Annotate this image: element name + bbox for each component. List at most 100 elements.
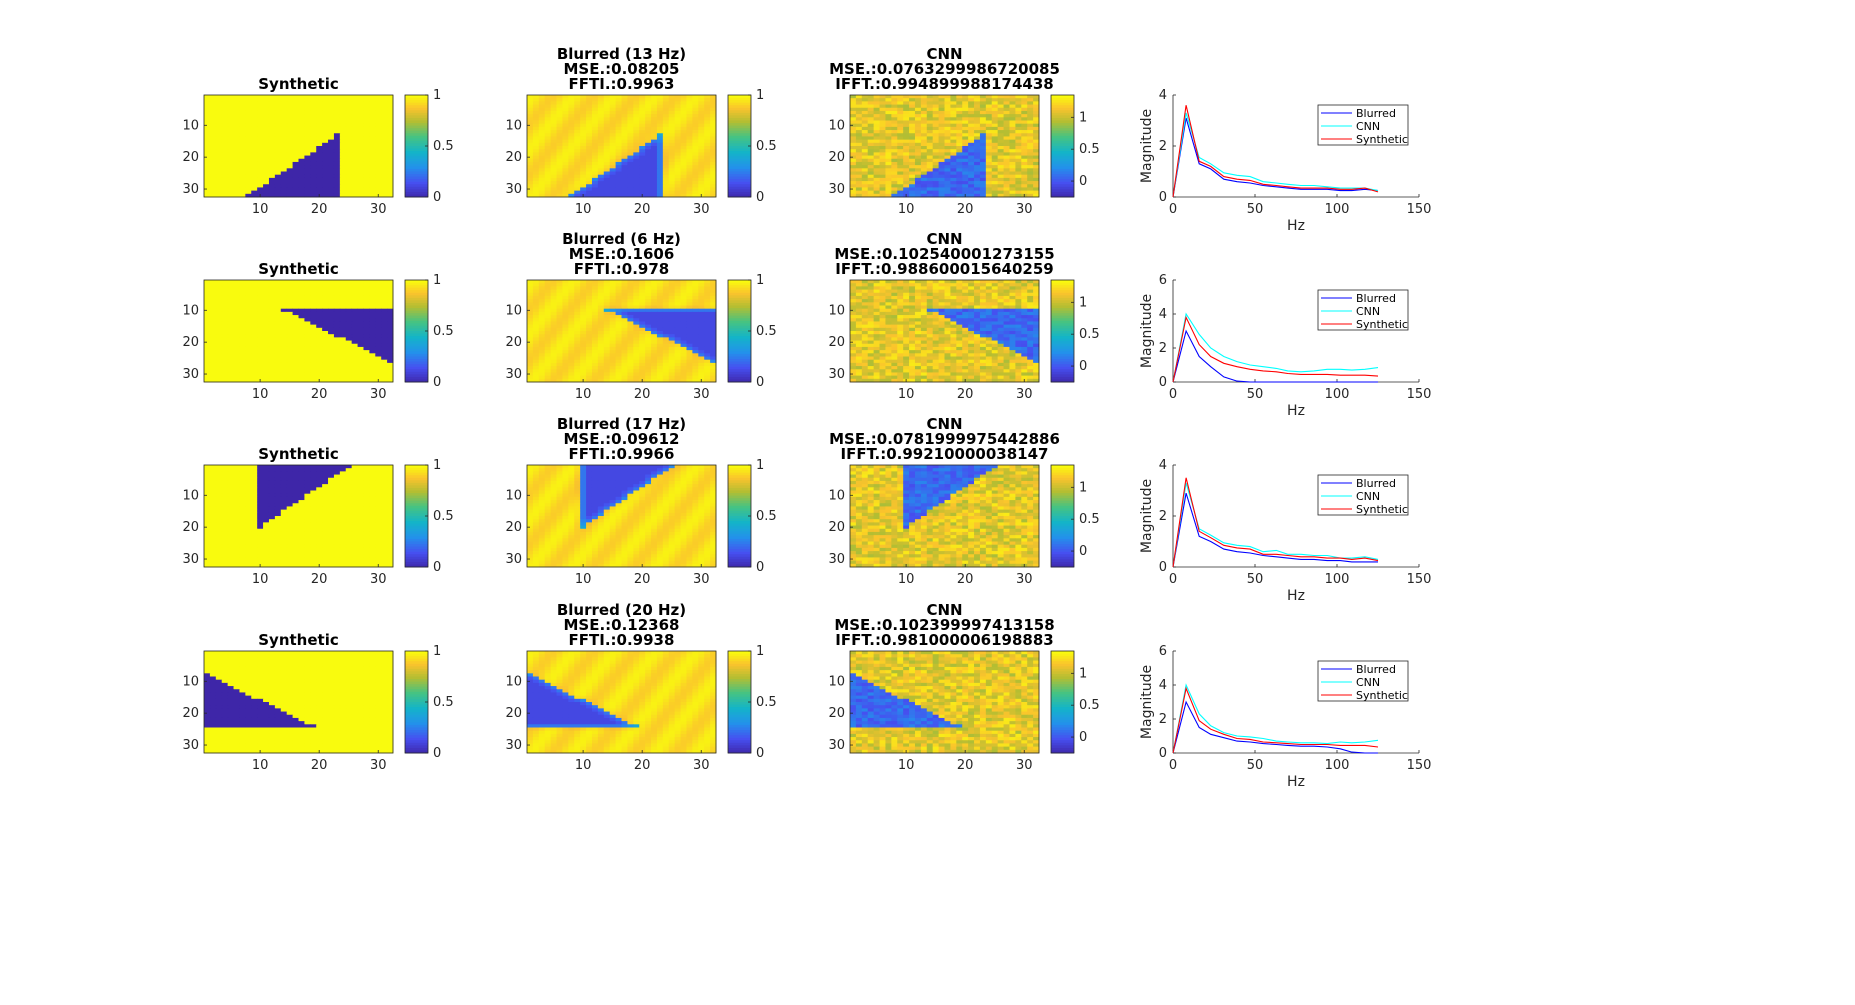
heatmap-cell [527,111,533,115]
heatmap-cell [592,136,598,140]
x-tick-label: 10 [575,202,592,217]
heatmap-cell [375,143,381,147]
heatmap-cell [263,341,269,345]
heatmap-cell [669,280,675,284]
heatmap-cell [622,156,628,160]
heatmap-cell [627,309,633,313]
heatmap-cell [657,299,663,303]
heatmap-cell [210,353,216,357]
heatmap-cell [645,175,651,179]
heatmap-cell [251,146,257,150]
heatmap-cell [610,108,616,112]
heatmap-cell [527,146,533,150]
heatmap-cell [891,140,897,144]
heatmap-cell [568,337,574,341]
heatmap-cell [269,357,275,361]
heatmap-cell [686,124,692,128]
heatmap-cell [710,178,716,182]
heatmap-cell [263,95,269,99]
heatmap-cell [681,117,687,121]
heatmap-cell [1009,172,1015,176]
heatmap-cell [968,146,974,150]
heatmap-cell [1015,156,1021,160]
heatmap-cell [657,290,663,294]
heatmap-cell [598,191,604,195]
heatmap-cell [868,162,874,166]
heatmap-cell [257,315,263,319]
heatmap-cell [627,318,633,322]
heatmap-cell [874,136,880,140]
heatmap-cell [234,315,240,319]
heatmap-cell [263,350,269,354]
heatmap-cell [580,331,586,335]
heatmap-cell [527,152,533,156]
panel-title-line: Synthetic [258,260,339,278]
heatmap-cell [616,111,622,115]
heatmap-cell [622,178,628,182]
heatmap-cell [897,159,903,163]
heatmap-cell [651,98,657,102]
heatmap-cell [381,318,387,322]
heatmap-cell [927,191,933,195]
heatmap-cell [604,105,610,109]
heatmap-cell [281,184,287,188]
heatmap-cell [533,337,539,341]
heatmap-cell [651,124,657,128]
heatmap-cell [299,172,305,176]
heatmap-cell [704,101,710,105]
heatmap-cell [204,312,210,316]
heatmap-cell [639,136,645,140]
heatmap-cell [363,143,369,147]
heatmap-cell [992,130,998,134]
heatmap-cell [962,162,968,166]
heatmap-cell [328,328,334,332]
heatmap-cell [862,136,868,140]
heatmap-cell [616,290,622,294]
heatmap-cell [645,152,651,156]
heatmap-cell [681,136,687,140]
heatmap-cell [363,283,369,287]
heatmap-cell [239,296,245,300]
heatmap-cell [998,108,1004,112]
heatmap-cell [387,105,393,109]
heatmap-cell [216,149,222,153]
heatmap-cell [897,156,903,160]
heatmap-cell [651,299,657,303]
heatmap-cell [891,108,897,112]
heatmap-cell [375,117,381,121]
heatmap-cell [663,181,669,185]
heatmap-cell [310,331,316,335]
heatmap-cell [1027,111,1033,115]
heatmap-cell [568,95,574,99]
heatmap-cell [669,159,675,163]
heatmap-cell [592,159,598,163]
heatmap-cell [992,95,998,99]
heatmap-cell [681,114,687,118]
heatmap-cell [651,302,657,306]
heatmap-cell [651,168,657,172]
heatmap-cell [586,121,592,125]
heatmap-cell [903,136,909,140]
heatmap-cell [363,165,369,169]
heatmap-cell [299,283,305,287]
heatmap-cell [310,146,316,150]
heatmap-cell [675,105,681,109]
heatmap-cell [663,331,669,335]
heatmap-cell [586,152,592,156]
heatmap-cell [651,111,657,115]
heatmap-cell [698,309,704,313]
heatmap-cell [287,337,293,341]
heatmap-cell [598,156,604,160]
heatmap-cell [1015,117,1021,121]
heatmap-cell [257,337,263,341]
heatmap-cell [610,114,616,118]
heatmap-cell [539,152,545,156]
heatmap-cell [633,315,639,319]
heatmap-cell [1021,162,1027,166]
heatmap-cell [310,334,316,338]
heatmap-cell [387,321,393,325]
heatmap-cell [980,181,986,185]
heatmap-cell [968,181,974,185]
heatmap-cell [281,309,287,313]
heatmap-cell [856,105,862,109]
